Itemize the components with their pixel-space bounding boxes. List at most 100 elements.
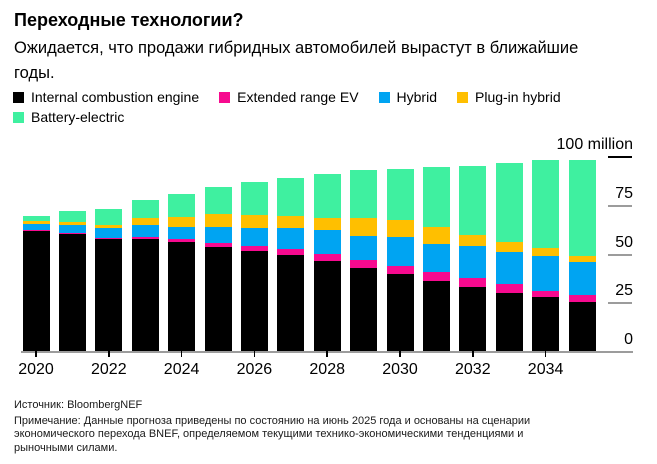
bar-segment-2034-hybrid (532, 255, 560, 291)
bar-segment-2020-erev (22, 229, 50, 231)
chart-legend: Internal combustion engine Extended range… (13, 90, 598, 125)
bar-segment-2024-bev (168, 194, 196, 217)
bar-segment-2029-ice (350, 268, 378, 351)
chart-plot-area: 0 25 50 75 100 million 2020 2022 2024 2026 2028 20… (0, 130, 657, 395)
chart-subtitle: Ожидается, что продажи гибридных автомоб… (14, 39, 579, 82)
y-axis-label-25: 25 (615, 282, 633, 300)
bar-segment-2034-ice (532, 297, 560, 351)
legend-item-bev: Battery-electric (13, 110, 124, 125)
x-axis-label-2020: 2020 (18, 361, 54, 378)
bar-segment-2023-bev (131, 199, 159, 218)
x-tick-2032 (472, 351, 474, 357)
bar-segment-2034-bev (532, 160, 560, 248)
bar-segment-2027-bev (277, 178, 305, 216)
chart-title: Переходные технологии? (14, 10, 244, 30)
bar-segment-2033-erev (495, 283, 523, 293)
bar-segment-2031-phev (422, 227, 450, 244)
bar-segment-2020-bev (22, 216, 50, 222)
x-axis-label-2024: 2024 (163, 361, 200, 378)
bar-segment-2025-hybrid (204, 226, 232, 244)
bar-segment-2030-ice (386, 274, 414, 351)
bar-segment-2032-hybrid (459, 245, 487, 278)
bar-segment-2022-hybrid (95, 228, 123, 238)
bar-segment-2026-bev (240, 182, 268, 215)
x-axis-label-2030: 2030 (382, 361, 418, 378)
bar-segment-2030-hybrid (386, 236, 414, 267)
bar-segment-2026-erev (240, 245, 268, 251)
bar-segment-2023-phev (131, 218, 159, 225)
bar-segment-2026-hybrid (240, 228, 268, 246)
bar-segment-2020-hybrid (22, 223, 50, 230)
legend-label-hybrid: Hybrid (396, 89, 437, 105)
bar-segment-2027-erev (277, 248, 305, 255)
bar-segment-2032-ice (459, 286, 487, 351)
bar-segment-2033-ice (495, 292, 523, 351)
bar-segment-2034-phev (532, 247, 560, 256)
legend-label-bev: Battery-electric (31, 109, 125, 125)
legend-item-hybrid: Hybrid (378, 89, 437, 105)
source-note: Источник: BloombergNEF (14, 399, 143, 411)
bar-segment-2029-phev (350, 218, 378, 236)
bar-segment-2032-bev (459, 165, 487, 235)
x-axis-label-2026: 2026 (236, 361, 273, 378)
bar-segment-2031-hybrid (422, 243, 450, 272)
bar-segment-2030-phev (386, 220, 414, 237)
x-tick-2022 (108, 351, 110, 357)
bar-segment-2022-ice (95, 238, 123, 351)
legend-swatch-ice (13, 92, 24, 103)
legend-swatch-hybrid (378, 92, 390, 103)
methodology-note: Примечание: Данные прогноза приведены по… (14, 414, 531, 454)
y-tick-50 (608, 253, 632, 256)
x-tick-2034 (544, 351, 547, 357)
legend-item-erev: Extended range EV (219, 90, 359, 105)
bar-segment-2021-ice (58, 234, 86, 351)
bar-segment-2026-ice (240, 250, 268, 351)
bar-segment-2021-phev (58, 221, 86, 225)
x-tick-2030 (399, 351, 401, 357)
y-axis-label-75: 75 (615, 184, 633, 202)
bar-segment-2020-phev (22, 221, 50, 224)
bar-segment-2023-erev (131, 236, 159, 239)
bar-segment-2032-erev (459, 277, 487, 287)
legend-label-phev: Plug-in hybrid (475, 89, 561, 105)
legend-item-phev: Plug-in hybrid (457, 90, 561, 105)
x-axis-label-2034: 2034 (527, 361, 564, 378)
x-tick-2024 (180, 351, 183, 357)
legend-swatch-erev (219, 92, 231, 103)
bar-segment-2034-erev (532, 290, 560, 298)
bar-segment-2023-ice (131, 238, 159, 351)
bar-segment-2035-hybrid (568, 262, 596, 296)
bar-segment-2025-bev (204, 187, 232, 215)
y-axis-label-0: 0 (624, 331, 633, 348)
y-tick-25 (608, 302, 632, 305)
legend-item-ice: Internal combustion engine (13, 90, 199, 105)
bar-segment-2035-erev (568, 295, 596, 303)
bar-segment-2024-ice (168, 241, 196, 351)
bar-segment-2027-ice (277, 254, 305, 351)
bar-segment-2032-phev (459, 234, 487, 246)
bar-segment-2024-phev (168, 216, 196, 227)
bar-segment-2031-bev (422, 166, 450, 228)
y-axis-label-50: 50 (615, 233, 633, 251)
bar-segment-2025-phev (204, 214, 232, 227)
bar-segment-2033-phev (495, 242, 523, 252)
bar-segment-2030-erev (386, 266, 414, 274)
y-tick-100 (608, 156, 632, 158)
bar-segment-2027-hybrid (277, 228, 305, 249)
bar-segment-2025-ice (204, 246, 232, 351)
bar-segment-2021-erev (58, 233, 86, 234)
bar-segment-2021-bev (58, 211, 86, 222)
bar-segment-2025-erev (204, 243, 232, 247)
legend-swatch-bev (13, 112, 24, 123)
bar-segment-2031-ice (422, 280, 450, 351)
bar-segment-2028-bev (313, 173, 341, 218)
bar-segment-2033-hybrid (495, 251, 523, 284)
y-tick-75 (608, 204, 632, 207)
bar-segment-2028-ice (313, 261, 341, 351)
bar-segment-2035-ice (568, 302, 596, 351)
bar-segment-2022-bev (95, 209, 123, 225)
bar-segment-2020-ice (22, 230, 50, 351)
bar-segment-2030-bev (386, 168, 414, 221)
bar-segment-2022-phev (95, 225, 123, 229)
bar-segment-2024-erev (168, 238, 196, 242)
